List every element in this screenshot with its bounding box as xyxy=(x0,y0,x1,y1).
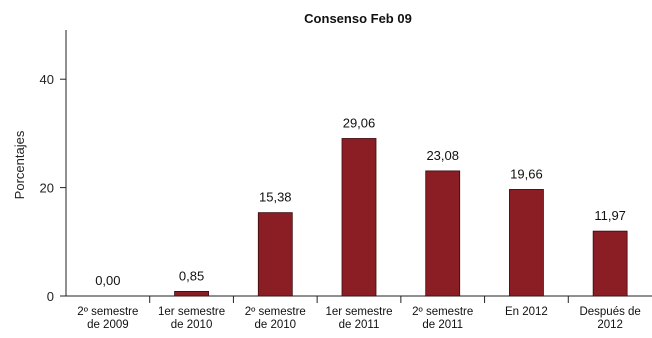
category-label-line: de 2011 xyxy=(422,319,463,331)
y-tick-label: 0 xyxy=(47,289,54,304)
category-label: 2º semestre de 2009 xyxy=(77,306,138,331)
category-label-line: 2º semestre xyxy=(77,306,138,318)
category-label-line: 1er semestre xyxy=(158,306,225,318)
y-tick-label: 40 xyxy=(40,72,54,87)
y-tick-label: 20 xyxy=(40,181,54,196)
chart-title: Consenso Feb 09 xyxy=(304,11,412,26)
category-label-line: de 2010 xyxy=(254,319,296,331)
category-label-line: de 2011 xyxy=(339,319,380,331)
category-label-line: Después de xyxy=(579,306,640,318)
y-axis-label: Porcentajes xyxy=(12,130,27,199)
category-label-line: de 2009 xyxy=(87,319,129,331)
bar xyxy=(509,189,544,297)
category-label: Después de 2012 xyxy=(579,306,640,331)
category-label-line: 2º semestre xyxy=(412,306,473,318)
data-label: 0,85 xyxy=(179,268,204,283)
category-label-line: de 2010 xyxy=(171,319,213,331)
data-label: 29,06 xyxy=(343,115,376,130)
category-label-line: En 2012 xyxy=(505,306,548,318)
category-label: 2º semestre de 2010 xyxy=(245,306,306,331)
category-label: 2º semestre de 2011 xyxy=(412,306,473,331)
data-label: 15,38 xyxy=(259,190,292,205)
data-label: 11,97 xyxy=(594,208,626,223)
bar xyxy=(341,138,377,297)
category-label-line: 2012 xyxy=(597,319,623,331)
bar xyxy=(257,212,293,297)
bar xyxy=(425,170,461,297)
data-label: 0,00 xyxy=(95,273,120,288)
data-label: 23,08 xyxy=(426,148,459,163)
bar xyxy=(174,290,209,297)
category-label: 1er semestre de 2010 xyxy=(158,306,225,331)
category-label: 1er semestre de 2011 xyxy=(325,306,392,331)
category-label: En 2012 xyxy=(505,306,548,318)
bar xyxy=(592,230,628,297)
data-label: 19,66 xyxy=(510,166,543,181)
category-label-line: 1er semestre xyxy=(325,306,392,318)
category-label-line: 2º semestre xyxy=(245,306,306,318)
